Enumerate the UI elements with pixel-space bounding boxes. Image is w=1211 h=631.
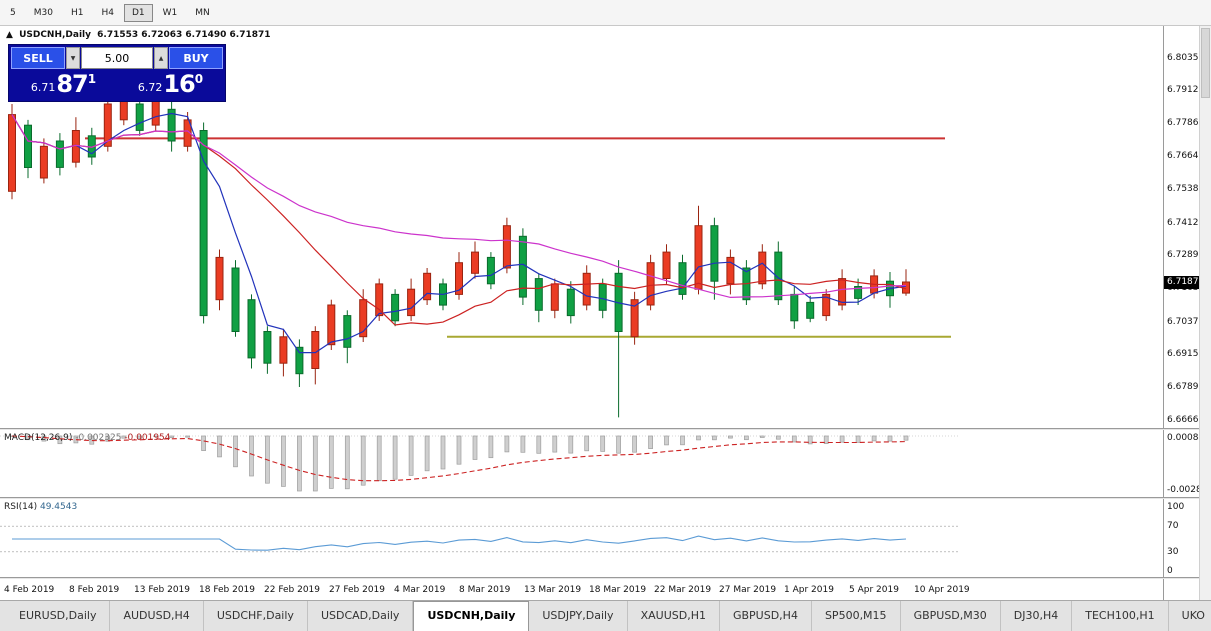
volume-decrease-icon[interactable]: ▼ bbox=[66, 47, 80, 69]
date-axis-label: 27 Mar 2019 bbox=[719, 585, 777, 595]
current-price-badge: 6.71871 bbox=[1164, 275, 1210, 289]
panel-separator[interactable] bbox=[0, 577, 1211, 579]
trade-prices-row: 6.71 87 1 6.72 16 0 bbox=[11, 71, 223, 99]
price-scale-label: 6.77865 bbox=[1167, 118, 1205, 129]
price-scale-separator bbox=[1163, 26, 1164, 600]
chart-tab-uko[interactable]: UKO bbox=[1169, 601, 1211, 631]
chart-tab-usdjpy[interactable]: USDJPY,Daily bbox=[529, 601, 628, 631]
date-axis-label: 8 Mar 2019 bbox=[459, 585, 511, 595]
bid-price-big-digits: 87 bbox=[56, 70, 88, 98]
date-axis-label: 4 Mar 2019 bbox=[394, 585, 446, 595]
date-axis[interactable]: 4 Feb 2019 8 Feb 2019 13 Feb 2019 18 Feb 20… bbox=[0, 579, 1163, 600]
buy-button[interactable]: BUY bbox=[169, 47, 223, 69]
panel-separator[interactable] bbox=[0, 497, 1211, 499]
date-axis-label: 10 Apr 2019 bbox=[914, 585, 970, 595]
rsi-scale-label: 0 bbox=[1167, 566, 1173, 576]
date-axis-label: 22 Feb 2019 bbox=[264, 585, 321, 595]
ask-price-big-digits: 16 bbox=[163, 70, 195, 98]
chart-title: ▲ USDCNH,Daily 6.71553 6.72063 6.71490 6… bbox=[6, 30, 274, 40]
ask-price-prefix: 6.72 bbox=[137, 81, 163, 94]
chart-tab-audusd[interactable]: AUDUSD,H4 bbox=[110, 601, 204, 631]
price-scale-label: 6.69150 bbox=[1167, 348, 1205, 359]
collapse-arrow-icon[interactable]: ▲ bbox=[6, 30, 13, 40]
price-scale-label: 6.80350 bbox=[1167, 52, 1205, 63]
rsi-scale-label: 70 bbox=[1167, 521, 1179, 532]
rsi-scale-label: 30 bbox=[1167, 546, 1179, 557]
timeframe-button-mn[interactable]: MN bbox=[195, 7, 210, 18]
rsi-value: 49.4543 bbox=[39, 502, 78, 512]
chart-symbol-label: USDCNH,Daily bbox=[19, 30, 91, 40]
volume-input[interactable]: 5.00 bbox=[81, 47, 153, 69]
chart-tab-dj30[interactable]: DJ30,H4 bbox=[1001, 601, 1073, 631]
date-axis-label: 27 Feb 2019 bbox=[329, 585, 386, 595]
chart-tab-tech100[interactable]: TECH100,H1 bbox=[1072, 601, 1169, 631]
trade-controls-row: SELL ▼ 5.00 ▲ BUY bbox=[11, 47, 223, 69]
timeframe-button-d1[interactable]: D1 bbox=[123, 3, 153, 22]
volume-increase-icon[interactable]: ▲ bbox=[154, 47, 168, 69]
chart-tab-xauusd[interactable]: XAUUSD,H1 bbox=[628, 601, 720, 631]
date-axis-label: 4 Feb 2019 bbox=[4, 585, 55, 595]
chart-tab-gbpusd[interactable]: GBPUSD,M30 bbox=[901, 601, 1001, 631]
date-axis-label: 18 Feb 2019 bbox=[199, 585, 256, 595]
timeframe-button-m30[interactable]: M30 bbox=[33, 7, 53, 18]
chart-ohlc-values: 6.71553 6.72063 6.71490 6.71871 bbox=[97, 30, 271, 40]
date-axis-label: 22 Mar 2019 bbox=[654, 585, 712, 595]
chart-window[interactable]: ▲ USDCNH,Daily 6.71553 6.72063 6.71490 6… bbox=[0, 26, 1211, 600]
price-scale-label: 6.72895 bbox=[1167, 249, 1205, 260]
date-axis-label: 13 Feb 2019 bbox=[134, 585, 191, 595]
timeframe-button-h1[interactable]: H1 bbox=[70, 7, 84, 18]
timeframe-button-w1[interactable]: W1 bbox=[162, 7, 178, 18]
date-axis-label: 13 Mar 2019 bbox=[524, 585, 582, 595]
timeframe-button-5[interactable]: 5 bbox=[10, 7, 16, 18]
rsi-label: RSI(14) 49.4543 bbox=[4, 502, 77, 512]
macd-name: MACD(12,26,9) bbox=[4, 433, 73, 443]
date-axis-label: 5 Apr 2019 bbox=[849, 585, 899, 595]
bid-price-prefix: 6.71 bbox=[30, 81, 56, 94]
macd-main-value: -0.002325 bbox=[75, 433, 122, 443]
price-scale-label: 6.76640 bbox=[1167, 150, 1205, 161]
chart-tab-eurusd[interactable]: EURUSD,Daily bbox=[6, 601, 111, 631]
chart-tab-gbpusd[interactable]: GBPUSD,H4 bbox=[720, 601, 812, 631]
date-axis-label: 1 Apr 2019 bbox=[784, 585, 834, 595]
price-scale-label: 6.70375 bbox=[1167, 316, 1205, 327]
date-axis-label: 8 Feb 2019 bbox=[69, 585, 120, 595]
timeframe-toolbar: 5 M30 H1 H4 D1 W1 MN bbox=[0, 0, 1211, 26]
chart-tab-sp500[interactable]: SP500,M15 bbox=[812, 601, 901, 631]
price-scale-label: 6.67890 bbox=[1167, 382, 1205, 393]
scrollbar-thumb[interactable] bbox=[1201, 28, 1210, 98]
chart-tab-usdcnh[interactable]: USDCNH,Daily bbox=[413, 601, 530, 631]
chart-tab-usdchf[interactable]: USDCHF,Daily bbox=[204, 601, 308, 631]
chart-tab-bar: EURUSD,Daily AUDUSD,H4 USDCHF,Daily USDCAD,… bbox=[0, 600, 1211, 631]
ask-price: 6.72 16 0 bbox=[118, 71, 223, 99]
price-scale-label: 6.79125 bbox=[1167, 85, 1205, 96]
macd-signal-value: -0.001954 bbox=[124, 433, 171, 443]
bid-price-pip: 1 bbox=[87, 72, 97, 86]
timeframe-button-h4[interactable]: H4 bbox=[101, 7, 114, 18]
vertical-scrollbar[interactable] bbox=[1199, 26, 1211, 600]
panel-separator[interactable] bbox=[0, 428, 1211, 430]
chart-tab-usdcad[interactable]: USDCAD,Daily bbox=[308, 601, 414, 631]
macd-scale-label-top: 0.000849 bbox=[1167, 433, 1210, 443]
macd-scale-label-bottom: -0.002812 bbox=[1167, 485, 1211, 495]
price-scale-label: 6.75380 bbox=[1167, 184, 1205, 195]
bid-price: 6.71 87 1 bbox=[11, 71, 116, 99]
macd-label: MACD(12,26,9) -0.002325 -0.001954 bbox=[4, 433, 171, 443]
sell-button[interactable]: SELL bbox=[11, 47, 65, 69]
ask-price-pip: 0 bbox=[194, 72, 204, 86]
rsi-name: RSI(14) bbox=[4, 502, 38, 512]
date-axis-label: 18 Mar 2019 bbox=[589, 585, 647, 595]
price-scale-label: 6.66665 bbox=[1167, 414, 1205, 425]
rsi-indicator-panel[interactable]: RSI(14) 49.4543 bbox=[0, 499, 1163, 577]
rsi-scale-label: 100 bbox=[1167, 502, 1185, 512]
one-click-trading-panel: SELL ▼ 5.00 ▲ BUY 6.71 87 1 6.72 16 0 bbox=[8, 44, 226, 102]
macd-indicator-panel[interactable]: MACD(12,26,9) -0.002325 -0.001954 bbox=[0, 430, 1163, 497]
price-scale-label: 6.74120 bbox=[1167, 217, 1205, 228]
candlestick-chart[interactable] bbox=[0, 26, 1163, 428]
